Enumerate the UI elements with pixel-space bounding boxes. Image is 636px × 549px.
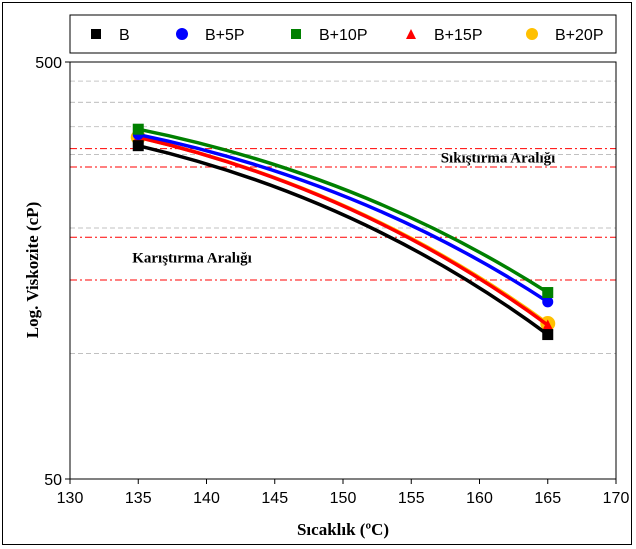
legend-marker bbox=[176, 28, 188, 40]
plot-area bbox=[69, 61, 617, 480]
data-point bbox=[542, 296, 554, 308]
legend-label: B+10P bbox=[319, 27, 367, 44]
x-tick-label: 140 bbox=[193, 490, 220, 507]
legend-label: B+5P bbox=[205, 27, 245, 44]
y-axis-title: Log. Viskozite (cP) bbox=[23, 202, 42, 338]
legend: B B+5P B+10P B+15P B+20P bbox=[91, 27, 603, 44]
x-tick-label: 145 bbox=[261, 490, 288, 507]
x-tick-label: 170 bbox=[603, 490, 630, 507]
series-line-b-plus-15p bbox=[136, 135, 550, 327]
range-labels: Sıkıştırma Aralığı Karıştırma Aralığı bbox=[132, 151, 555, 267]
legend-label: B+15P bbox=[434, 27, 482, 44]
series-line-b-plus-10p bbox=[136, 127, 550, 295]
legend-marker bbox=[526, 28, 538, 40]
legend-box bbox=[69, 14, 617, 54]
legend-label: B bbox=[119, 27, 130, 44]
mixing-range-label: Karıştırma Aralığı bbox=[132, 250, 252, 266]
y-tick-label: 50 bbox=[44, 472, 62, 489]
data-point bbox=[542, 329, 554, 341]
data-point bbox=[542, 319, 554, 331]
compaction-range-label: Sıkıştırma Aralığı bbox=[441, 151, 556, 167]
data-point bbox=[132, 140, 144, 152]
y-tick-label: 500 bbox=[35, 55, 62, 72]
series-line-b-plus-5p bbox=[136, 132, 550, 304]
x-tick-label: 130 bbox=[57, 490, 84, 507]
x-tick-label: 135 bbox=[125, 490, 152, 507]
legend-marker bbox=[406, 29, 416, 39]
x-tick-label: 165 bbox=[534, 490, 561, 507]
x-tick-label: 155 bbox=[398, 490, 425, 507]
gridlines bbox=[70, 80, 616, 354]
y-axis-ticks: 50 500 bbox=[35, 55, 70, 489]
legend-marker bbox=[291, 29, 301, 39]
chart-frame bbox=[2, 2, 632, 545]
x-axis-title: Sıcaklık (ºC) bbox=[297, 520, 389, 539]
x-axis-ticks: 130 135 140 145 150 155 160 165 170 bbox=[57, 479, 630, 507]
series-layer bbox=[130, 123, 556, 341]
series-line-b bbox=[136, 143, 550, 337]
legend-marker bbox=[91, 29, 101, 39]
data-point bbox=[542, 287, 554, 299]
data-point bbox=[132, 123, 144, 135]
x-tick-label: 150 bbox=[330, 490, 357, 507]
legend-label: B+20P bbox=[555, 27, 603, 44]
x-tick-label: 160 bbox=[466, 490, 493, 507]
